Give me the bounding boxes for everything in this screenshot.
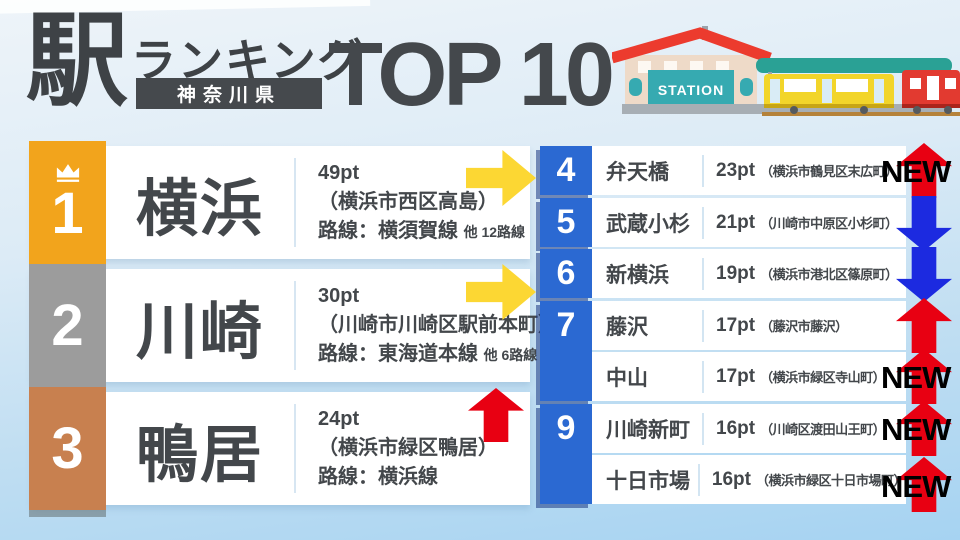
train-yellow-icon [764,74,894,114]
divider [702,257,704,290]
location: （川崎区渡田山王町） [760,422,886,437]
new-badge: NEW [881,469,951,504]
location: （藤沢市藤沢） [760,319,848,334]
station-name: 川崎 [135,297,264,367]
divider [702,154,704,187]
rank-1-card: 1 横浜 49pt （横浜市西区高島） 路線：横須賀線 他 12路線 [29,141,536,264]
station-stats: 49pt （横浜市西区高島） 路線：横須賀線 他 12路線 [318,146,525,259]
location: （川崎市川崎区駅前本町） [318,313,558,336]
rank-9-tie-row: 十日市場 16pt （横浜市緑区十日市場町） NEW [540,455,952,512]
rank-5-row: 武蔵小杉 21pt （川崎市中原区小杉町） [540,196,952,251]
rank-9-row: 川崎新町 16pt （川崎区渡田山王町） NEW [540,401,952,456]
points: 17pt [716,365,756,387]
rank-number: 1 [51,180,84,246]
platform-canopy [756,58,952,73]
station-illustration-icon: STATION [612,26,960,116]
divider [697,463,700,496]
crown-icon [56,163,79,182]
divider [294,404,296,493]
location: （横浜市緑区十日市場町） [755,473,907,488]
station-name: 弁天橋 [606,160,669,184]
location: （横浜市緑区寺山町） [760,370,886,385]
points: 24pt [318,407,360,430]
station-name: 中山 [606,366,648,390]
location: （横浜市西区高島） [318,190,498,213]
title-top10: TOP 10 [328,25,615,125]
station-name: 鴨居 [135,420,264,490]
new-badge: NEW [881,360,951,395]
rank-2-badge: 2 [29,264,106,387]
points: 23pt [716,159,756,181]
line-info: 路線：東海道本線 他 6路線 [318,342,538,365]
station-sign-text: STATION [658,82,724,98]
rank-3-badge: 3 [29,387,106,510]
station-platform [622,104,952,114]
station-sign [648,70,734,108]
rank-2-card: 2 川崎 30pt （川崎市川崎区駅前本町） 路線：東海道本線 他 6路線 [29,264,558,387]
divider [294,281,296,370]
station-stats: 24pt （横浜市緑区鴨居） 路線：横浜線 [318,392,498,505]
points: 49pt [318,161,360,184]
points: 16pt [716,417,756,439]
rank-7-tile: 7 [540,301,592,401]
rank-number: 2 [51,292,84,358]
new-badge: NEW [881,412,951,447]
train-red-icon [902,70,960,114]
rank-9-tile: 9 [540,404,592,504]
rank-6-tile: 6 [540,249,592,298]
prefecture-badge: 神奈川県 [136,78,322,109]
points: 16pt [711,468,751,490]
rank-1-badge: 1 [29,141,106,264]
divider [702,309,704,342]
points: 19pt [716,262,756,284]
station-roof [612,27,772,64]
line-info: 路線：横浜線 [318,465,438,488]
station-stats: 30pt （川崎市川崎区駅前本町） 路線：東海道本線 他 6路線 [318,269,558,382]
rails [762,112,960,116]
station-name: 武蔵小杉 [606,212,690,236]
divider [294,158,296,247]
station-name: 十日市場 [606,469,690,493]
station-name: 新横浜 [606,263,669,287]
station-name: 藤沢 [606,315,648,339]
title-ranking-label: ランキング [131,35,365,86]
station-name: 横浜 [135,174,264,244]
station-name: 川崎新町 [606,418,690,442]
title-kanji: 駅 [26,4,128,118]
rank-6-row: 新横浜 19pt （横浜市港北区篠原町） [540,247,952,302]
rank-3-card: 3 鴨居 24pt （横浜市緑区鴨居） 路線：横浜線 [29,387,530,510]
location: （横浜市鶴見区末広町） [760,164,898,179]
divider [702,206,704,239]
rank-4-row: 弁天橋 23pt （横浜市鶴見区末広町） NEW [540,143,952,198]
new-badge: NEW [881,154,951,189]
line-info: 路線：横須賀線 他 12路線 [318,219,526,242]
rank-4-tile: 4 [540,146,592,195]
points: 17pt [716,314,756,336]
rank-number: 3 [51,415,84,481]
points: 30pt [318,284,360,307]
rank-5-tile: 5 [540,198,592,247]
divider [702,360,704,393]
rank-7-tie-row: 中山 17pt （横浜市緑区寺山町） NEW [540,349,952,404]
location: （川崎市中原区小杉町） [760,216,898,231]
divider [702,412,704,445]
location: （横浜市港北区篠原町） [760,267,898,282]
rank-7-row: 藤沢 17pt （藤沢市藤沢） [540,298,952,353]
points: 21pt [716,211,756,233]
location: （横浜市緑区鴨居） [318,436,498,459]
